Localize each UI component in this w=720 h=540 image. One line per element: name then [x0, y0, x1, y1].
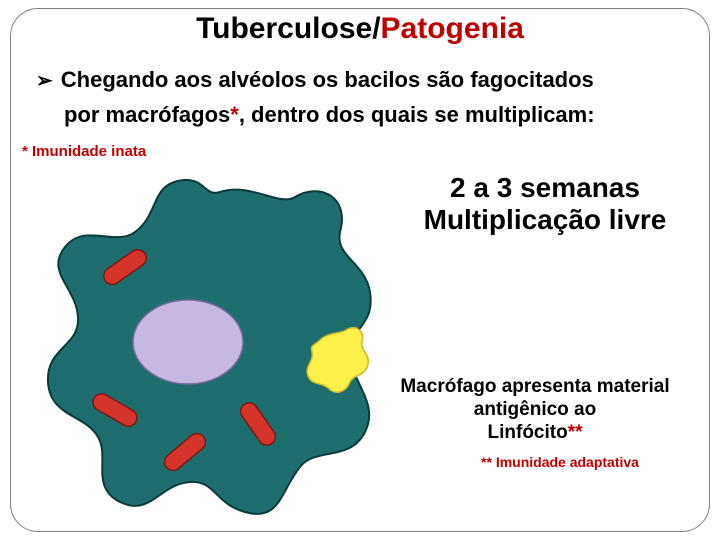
bullet-text: ➢ Chegando aos alvéolos os bacilos são fa… [36, 62, 696, 132]
bullet-line1: Chegando aos alvéolos os bacilos são fag… [61, 67, 594, 92]
macrophage-diagram [20, 152, 400, 532]
bullet-asterisk: * [230, 102, 239, 127]
mac-line3: Linfócito [488, 422, 568, 443]
title-part1: Tuberculose/ [196, 12, 380, 45]
duration-line2: Multiplicação livre [424, 204, 667, 235]
bullet-line2b: , dentro dos quais se multiplicam: [239, 102, 595, 127]
bullet-line2a: por macrófagos [64, 102, 230, 127]
mac-line1: Macrófago apresenta material [400, 376, 669, 397]
footnote-adaptive: ** Imunidade adaptativa [430, 454, 690, 470]
title-part2: Patogenia [381, 12, 524, 45]
mac-asterisk: ** [568, 422, 583, 443]
duration-text: 2 a 3 semanas Multiplicação livre [380, 172, 710, 236]
slide-title: Tuberculose/Patogenia [0, 12, 720, 46]
duration-line1: 2 a 3 semanas [450, 172, 640, 203]
bullet-arrow-icon: ➢ [36, 65, 53, 97]
macrophage-text: Macrófago apresenta material antigênico … [360, 376, 710, 444]
mac-line2: antigênico ao [474, 399, 596, 420]
